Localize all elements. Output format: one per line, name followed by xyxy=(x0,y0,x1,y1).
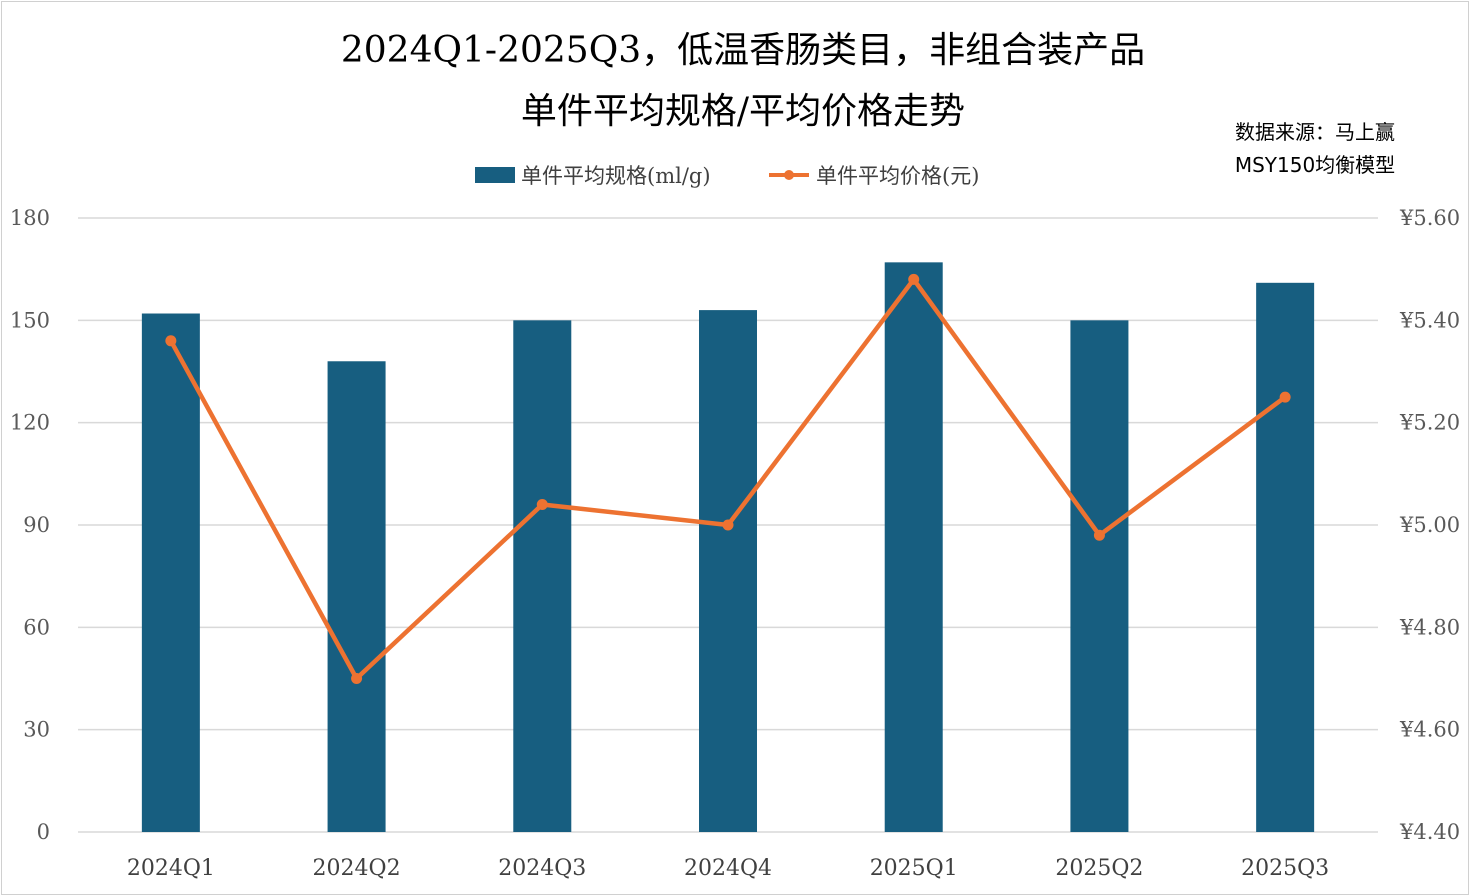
category-label: 2025Q2 xyxy=(1055,856,1143,881)
legend: 单件平均规格(ml/g) 单件平均价格(元) xyxy=(475,164,979,188)
chart-title-line1: 2024Q1-2025Q3，低温香肠类目，非组合装产品 xyxy=(341,30,1145,71)
category-label: 2024Q4 xyxy=(684,856,772,881)
bar xyxy=(513,320,572,832)
left-tick-label: 120 xyxy=(10,411,50,435)
line-series xyxy=(165,273,1291,684)
category-label: 2025Q1 xyxy=(870,856,958,881)
left-tick-label: 30 xyxy=(23,718,50,742)
price-point xyxy=(351,673,363,684)
right-tick-label: ¥5.60 xyxy=(1399,206,1460,230)
category-axis: 2024Q1 2024Q2 2024Q3 2024Q4 2025Q1 2025Q2 2025… xyxy=(127,856,1329,881)
legend-bar-label: 单件平均规格(ml/g) xyxy=(521,164,711,188)
bar xyxy=(884,262,943,832)
price-point xyxy=(1279,391,1291,403)
right-axis: ¥4.40 ¥4.60 ¥4.80 ¥5.00 ¥5.20 ¥5.40 ¥5.60 xyxy=(1399,206,1460,844)
price-point xyxy=(536,499,548,511)
right-tick-label: ¥5.20 xyxy=(1399,411,1460,435)
bar xyxy=(141,313,200,832)
right-tick-label: ¥5.00 xyxy=(1399,513,1460,537)
category-label: 2024Q1 xyxy=(127,856,215,881)
category-label: 2024Q3 xyxy=(498,856,586,881)
price-point xyxy=(165,335,177,347)
left-tick-label: 180 xyxy=(10,206,50,230)
legend-line-label: 单件平均价格(元) xyxy=(816,164,979,188)
right-tick-label: ¥4.60 xyxy=(1399,718,1460,742)
bar-series xyxy=(141,262,1315,833)
right-tick-label: ¥5.40 xyxy=(1399,308,1460,332)
price-point xyxy=(722,519,734,531)
chart-title-line2: 单件平均规格/平均价格走势 xyxy=(521,91,965,132)
bar xyxy=(699,310,757,833)
category-label: 2024Q2 xyxy=(313,856,401,881)
category-label: 2025Q3 xyxy=(1241,856,1329,881)
left-tick-label: 0 xyxy=(37,820,50,844)
price-point xyxy=(908,273,920,285)
price-point xyxy=(1093,529,1105,541)
legend-line-marker xyxy=(784,170,794,180)
left-axis: 0 30 60 90 120 150 180 xyxy=(10,206,50,844)
right-tick-label: ¥4.40 xyxy=(1399,820,1460,844)
bar xyxy=(1256,282,1315,832)
right-tick-label: ¥4.80 xyxy=(1399,615,1460,639)
left-tick-label: 60 xyxy=(23,615,50,639)
bar xyxy=(1070,320,1129,832)
source-line2: MSY150均衡模型 xyxy=(1235,153,1395,177)
source-line1: 数据来源：马上赢 xyxy=(1235,120,1395,144)
bar xyxy=(327,361,386,832)
legend-bar-swatch xyxy=(475,167,515,183)
left-tick-label: 150 xyxy=(10,308,50,332)
left-tick-label: 90 xyxy=(23,513,50,537)
